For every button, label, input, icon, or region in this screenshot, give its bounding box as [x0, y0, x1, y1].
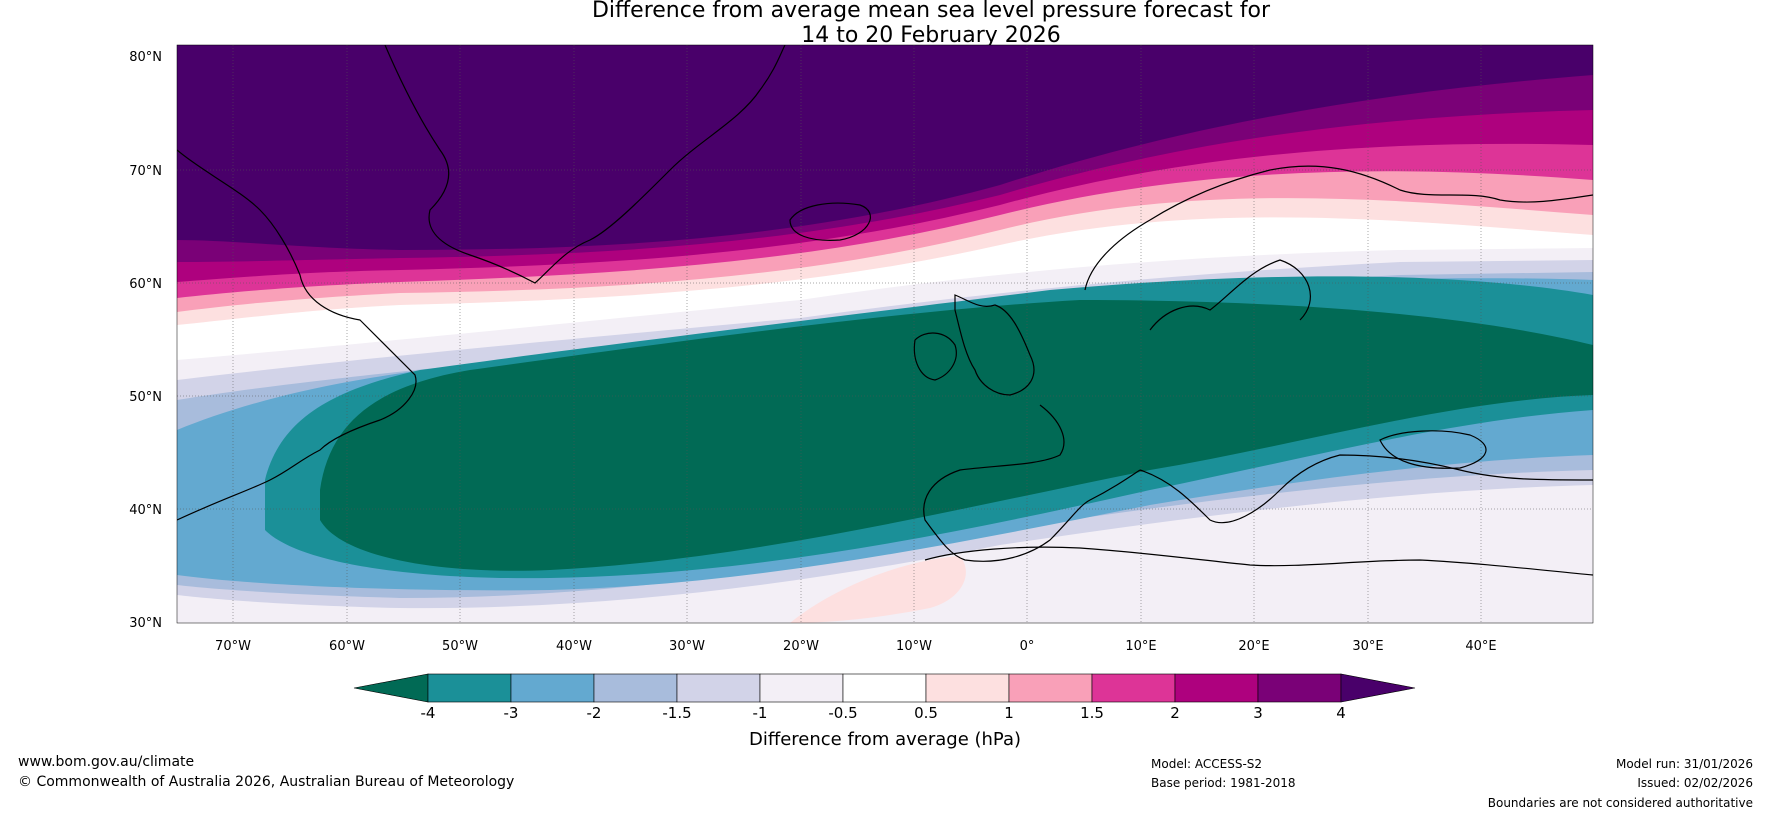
colorbar-swatch — [1257, 673, 1342, 703]
colorbar-swatch-high-extend — [1340, 673, 1416, 703]
colorbar-swatch — [925, 673, 1010, 703]
latitude-labels: 30°N 40°N 50°N 60°N 70°N 80°N — [129, 50, 162, 631]
colorbar-swatch — [1091, 673, 1176, 703]
colorbar-tick: -1 — [753, 704, 768, 722]
colorbar-swatch — [1008, 673, 1093, 703]
boundaries-disclaimer: Boundaries are not considered authoritat… — [1487, 796, 1753, 810]
colorbar — [353, 673, 1416, 703]
copyright-notice: © Commonwealth of Australia 2026, Austra… — [18, 774, 515, 790]
colorbar-swatch — [510, 673, 595, 703]
lon-label-40e: 40°E — [1465, 639, 1496, 654]
colorbar-tick: -3 — [504, 704, 519, 722]
lon-label-0: 0° — [1020, 639, 1035, 654]
colorbar-tick: -1.5 — [662, 704, 691, 722]
colorbar-tick: 1.5 — [1080, 704, 1104, 722]
lat-label-40: 40°N — [129, 503, 162, 518]
lat-label-80: 80°N — [129, 50, 162, 65]
model-name: Model: ACCESS-S2 — [1151, 757, 1263, 771]
graticule — [177, 45, 1593, 623]
longitude-labels: 70°W 60°W 50°W 40°W 30°W 20°W 10°W 0° 10… — [215, 639, 1497, 654]
colorbar-swatch — [427, 673, 512, 703]
map-frame — [176, 44, 1594, 624]
colorbar-tick: 3 — [1253, 704, 1263, 722]
colorbar-swatch — [593, 673, 678, 703]
colorbar-tick: 1 — [1004, 704, 1014, 722]
pressure-anomaly-field — [177, 45, 1593, 623]
colorbar-swatch-low-extend — [353, 673, 429, 703]
lat-label-30: 30°N — [129, 616, 162, 631]
lon-label-30w: 30°W — [669, 639, 705, 654]
lat-label-50: 50°N — [129, 390, 162, 405]
lat-label-60: 60°N — [129, 277, 162, 292]
lat-label-70: 70°N — [129, 164, 162, 179]
colorbar-tick-labels: -4 -3 -2 -1.5 -1 -0.5 0.5 1 1.5 2 3 4 — [421, 704, 1346, 722]
lon-label-40w: 40°W — [556, 639, 592, 654]
website-url[interactable]: www.bom.gov.au/climate — [18, 754, 195, 770]
lon-label-60w: 60°W — [329, 639, 365, 654]
lon-label-20w: 20°W — [783, 639, 819, 654]
colorbar-swatch — [759, 673, 844, 703]
lon-label-20e: 20°E — [1238, 639, 1269, 654]
title-line-2: 14 to 20 February 2026 — [801, 23, 1061, 48]
lon-label-70w: 70°W — [215, 639, 251, 654]
colorbar-swatch — [676, 673, 761, 703]
lon-label-10e: 10°E — [1125, 639, 1156, 654]
map-title: Difference from average mean sea level p… — [0, 0, 1770, 48]
title-line-1: Difference from average mean sea level p… — [591, 0, 1271, 23]
colorbar-swatch — [842, 673, 927, 703]
colorbar-tick: 0.5 — [914, 704, 938, 722]
colorbar-tick: 4 — [1336, 704, 1346, 722]
model-run-date: Model run: 31/01/2026 — [1615, 757, 1753, 771]
lon-label-50w: 50°W — [442, 639, 478, 654]
colorbar-tick: 2 — [1170, 704, 1180, 722]
lon-label-30e: 30°E — [1352, 639, 1383, 654]
coastlines — [177, 45, 1593, 576]
colorbar-swatch — [1174, 673, 1259, 703]
base-period: Base period: 1981-2018 — [1151, 776, 1296, 790]
colorbar-tick: -0.5 — [828, 704, 857, 722]
colorbar-label: Difference from average (hPa) — [749, 729, 1021, 750]
lon-label-10w: 10°W — [896, 639, 932, 654]
colorbar-tick: -4 — [421, 704, 436, 722]
issued-date: Issued: 02/02/2026 — [1637, 776, 1753, 790]
colorbar-tick: -2 — [587, 704, 602, 722]
